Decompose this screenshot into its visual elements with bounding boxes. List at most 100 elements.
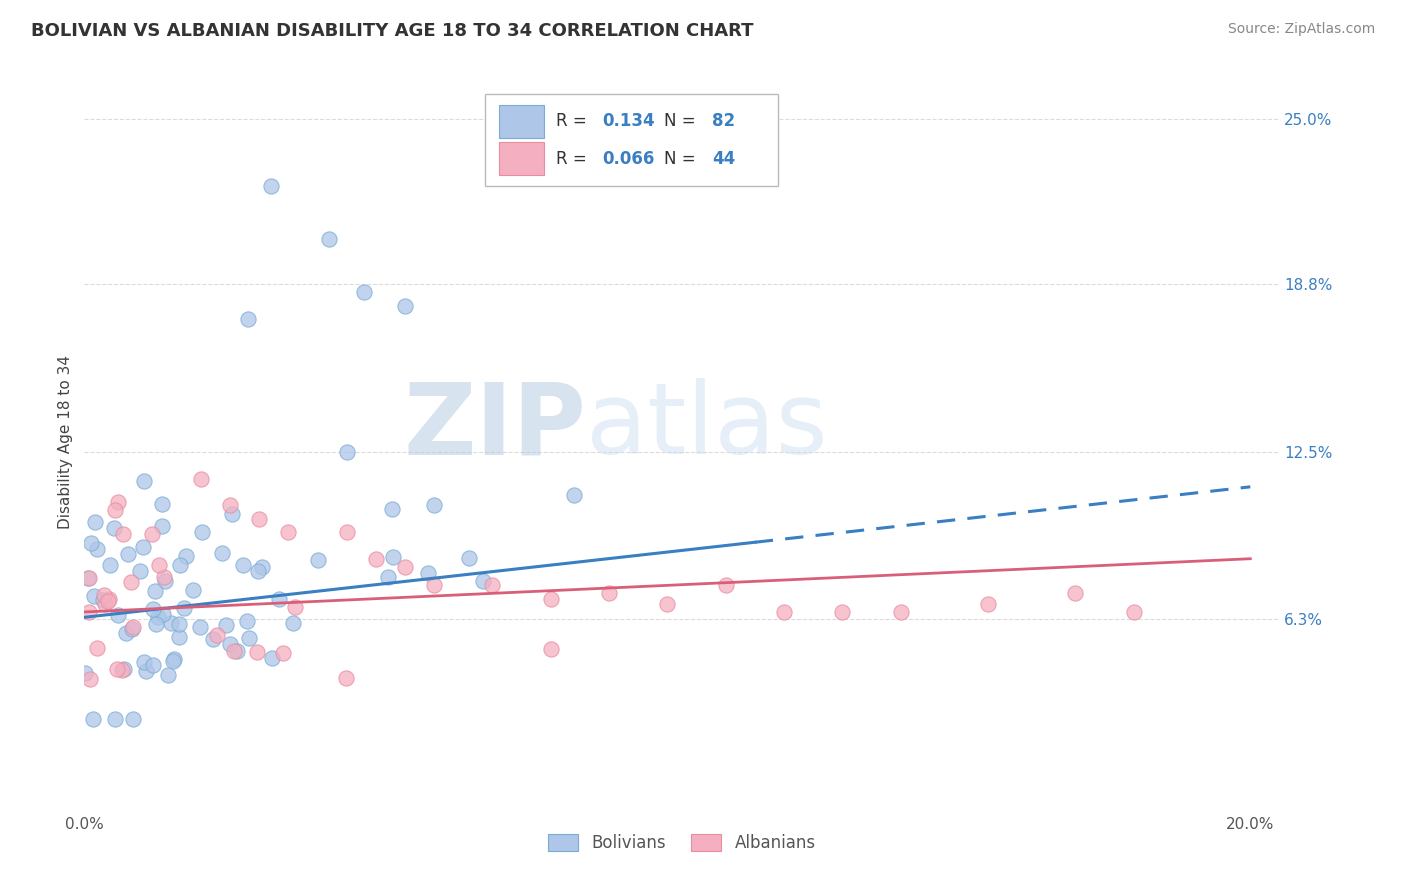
Point [83, 515, 105, 529]
Point [76, 571, 98, 585]
Point [80, 535, 103, 549]
Point [148, 558, 170, 573]
Point [143, 584, 166, 599]
Point [173, 601, 195, 615]
Point [889, 605, 911, 619]
Point [191, 525, 214, 540]
Point [831, 605, 853, 619]
Point [97, 594, 120, 608]
Point [252, 559, 274, 574]
Point [132, 540, 155, 554]
Point [114, 662, 136, 676]
Point [111, 527, 134, 541]
Point [714, 578, 737, 592]
Point [98, 558, 121, 573]
Point [79, 672, 101, 686]
Point [93, 588, 115, 602]
Point [481, 578, 503, 592]
Point [598, 586, 620, 600]
Point [103, 503, 125, 517]
Text: BOLIVIAN VS ALBANIAN DISABILITY AGE 18 TO 34 CORRELATION CHART: BOLIVIAN VS ALBANIAN DISABILITY AGE 18 T… [31, 22, 754, 40]
Point [416, 566, 439, 580]
Text: N =: N = [664, 150, 700, 168]
Point [423, 578, 446, 592]
Point [381, 549, 404, 564]
Text: R =: R = [557, 112, 592, 130]
Point [226, 644, 249, 658]
Point [148, 609, 170, 624]
Point [103, 521, 125, 535]
Point [423, 499, 446, 513]
Point [121, 712, 143, 726]
Point [156, 667, 179, 681]
Point [86, 541, 108, 556]
Point [336, 525, 359, 540]
Point [232, 558, 254, 573]
Point [135, 664, 157, 678]
Point [132, 474, 155, 488]
Point [105, 662, 128, 676]
Text: 0.134: 0.134 [602, 112, 654, 130]
Point [219, 637, 242, 651]
Point [141, 527, 163, 541]
Text: R =: R = [557, 150, 592, 168]
Point [142, 602, 165, 616]
Point [377, 570, 399, 584]
Point [283, 616, 305, 631]
Point [318, 232, 340, 246]
Point [79, 605, 101, 619]
FancyBboxPatch shape [485, 94, 778, 186]
Legend: Bolivians, Albanians: Bolivians, Albanians [541, 828, 823, 859]
Point [540, 591, 562, 606]
Point [977, 597, 1000, 611]
Point [336, 445, 359, 459]
Point [129, 564, 152, 578]
Point [219, 499, 242, 513]
FancyBboxPatch shape [499, 142, 544, 175]
Point [114, 625, 136, 640]
Point [176, 549, 198, 564]
Point [353, 285, 375, 300]
Point [262, 651, 284, 665]
Text: 82: 82 [711, 112, 735, 130]
Text: N =: N = [664, 112, 700, 130]
Point [307, 553, 329, 567]
Point [111, 663, 134, 677]
Point [246, 564, 269, 578]
Text: 44: 44 [711, 150, 735, 168]
Point [150, 518, 173, 533]
Text: ZIP: ZIP [404, 378, 586, 475]
Point [236, 312, 259, 326]
Point [169, 558, 191, 572]
Point [152, 569, 174, 583]
FancyBboxPatch shape [499, 104, 544, 138]
Point [215, 618, 238, 632]
Point [238, 631, 260, 645]
Point [284, 599, 307, 614]
Point [77, 571, 100, 585]
Point [211, 545, 233, 559]
Point [236, 614, 259, 628]
Point [277, 525, 299, 540]
Point [121, 622, 143, 636]
Point [183, 582, 205, 597]
Y-axis label: Disability Age 18 to 34: Disability Age 18 to 34 [58, 354, 73, 529]
Point [98, 591, 121, 606]
Point [145, 616, 167, 631]
Point [142, 657, 165, 672]
Point [335, 671, 357, 685]
Point [472, 574, 495, 588]
Point [458, 550, 481, 565]
Text: Source: ZipAtlas.com: Source: ZipAtlas.com [1227, 22, 1375, 37]
Point [169, 617, 191, 632]
Point [83, 589, 105, 603]
Point [271, 646, 294, 660]
Point [86, 641, 108, 656]
Point [381, 502, 404, 516]
Point [91, 593, 114, 607]
Point [773, 605, 796, 619]
Point [202, 632, 225, 646]
Point [169, 630, 191, 644]
Point [260, 178, 283, 193]
Point [657, 597, 679, 611]
